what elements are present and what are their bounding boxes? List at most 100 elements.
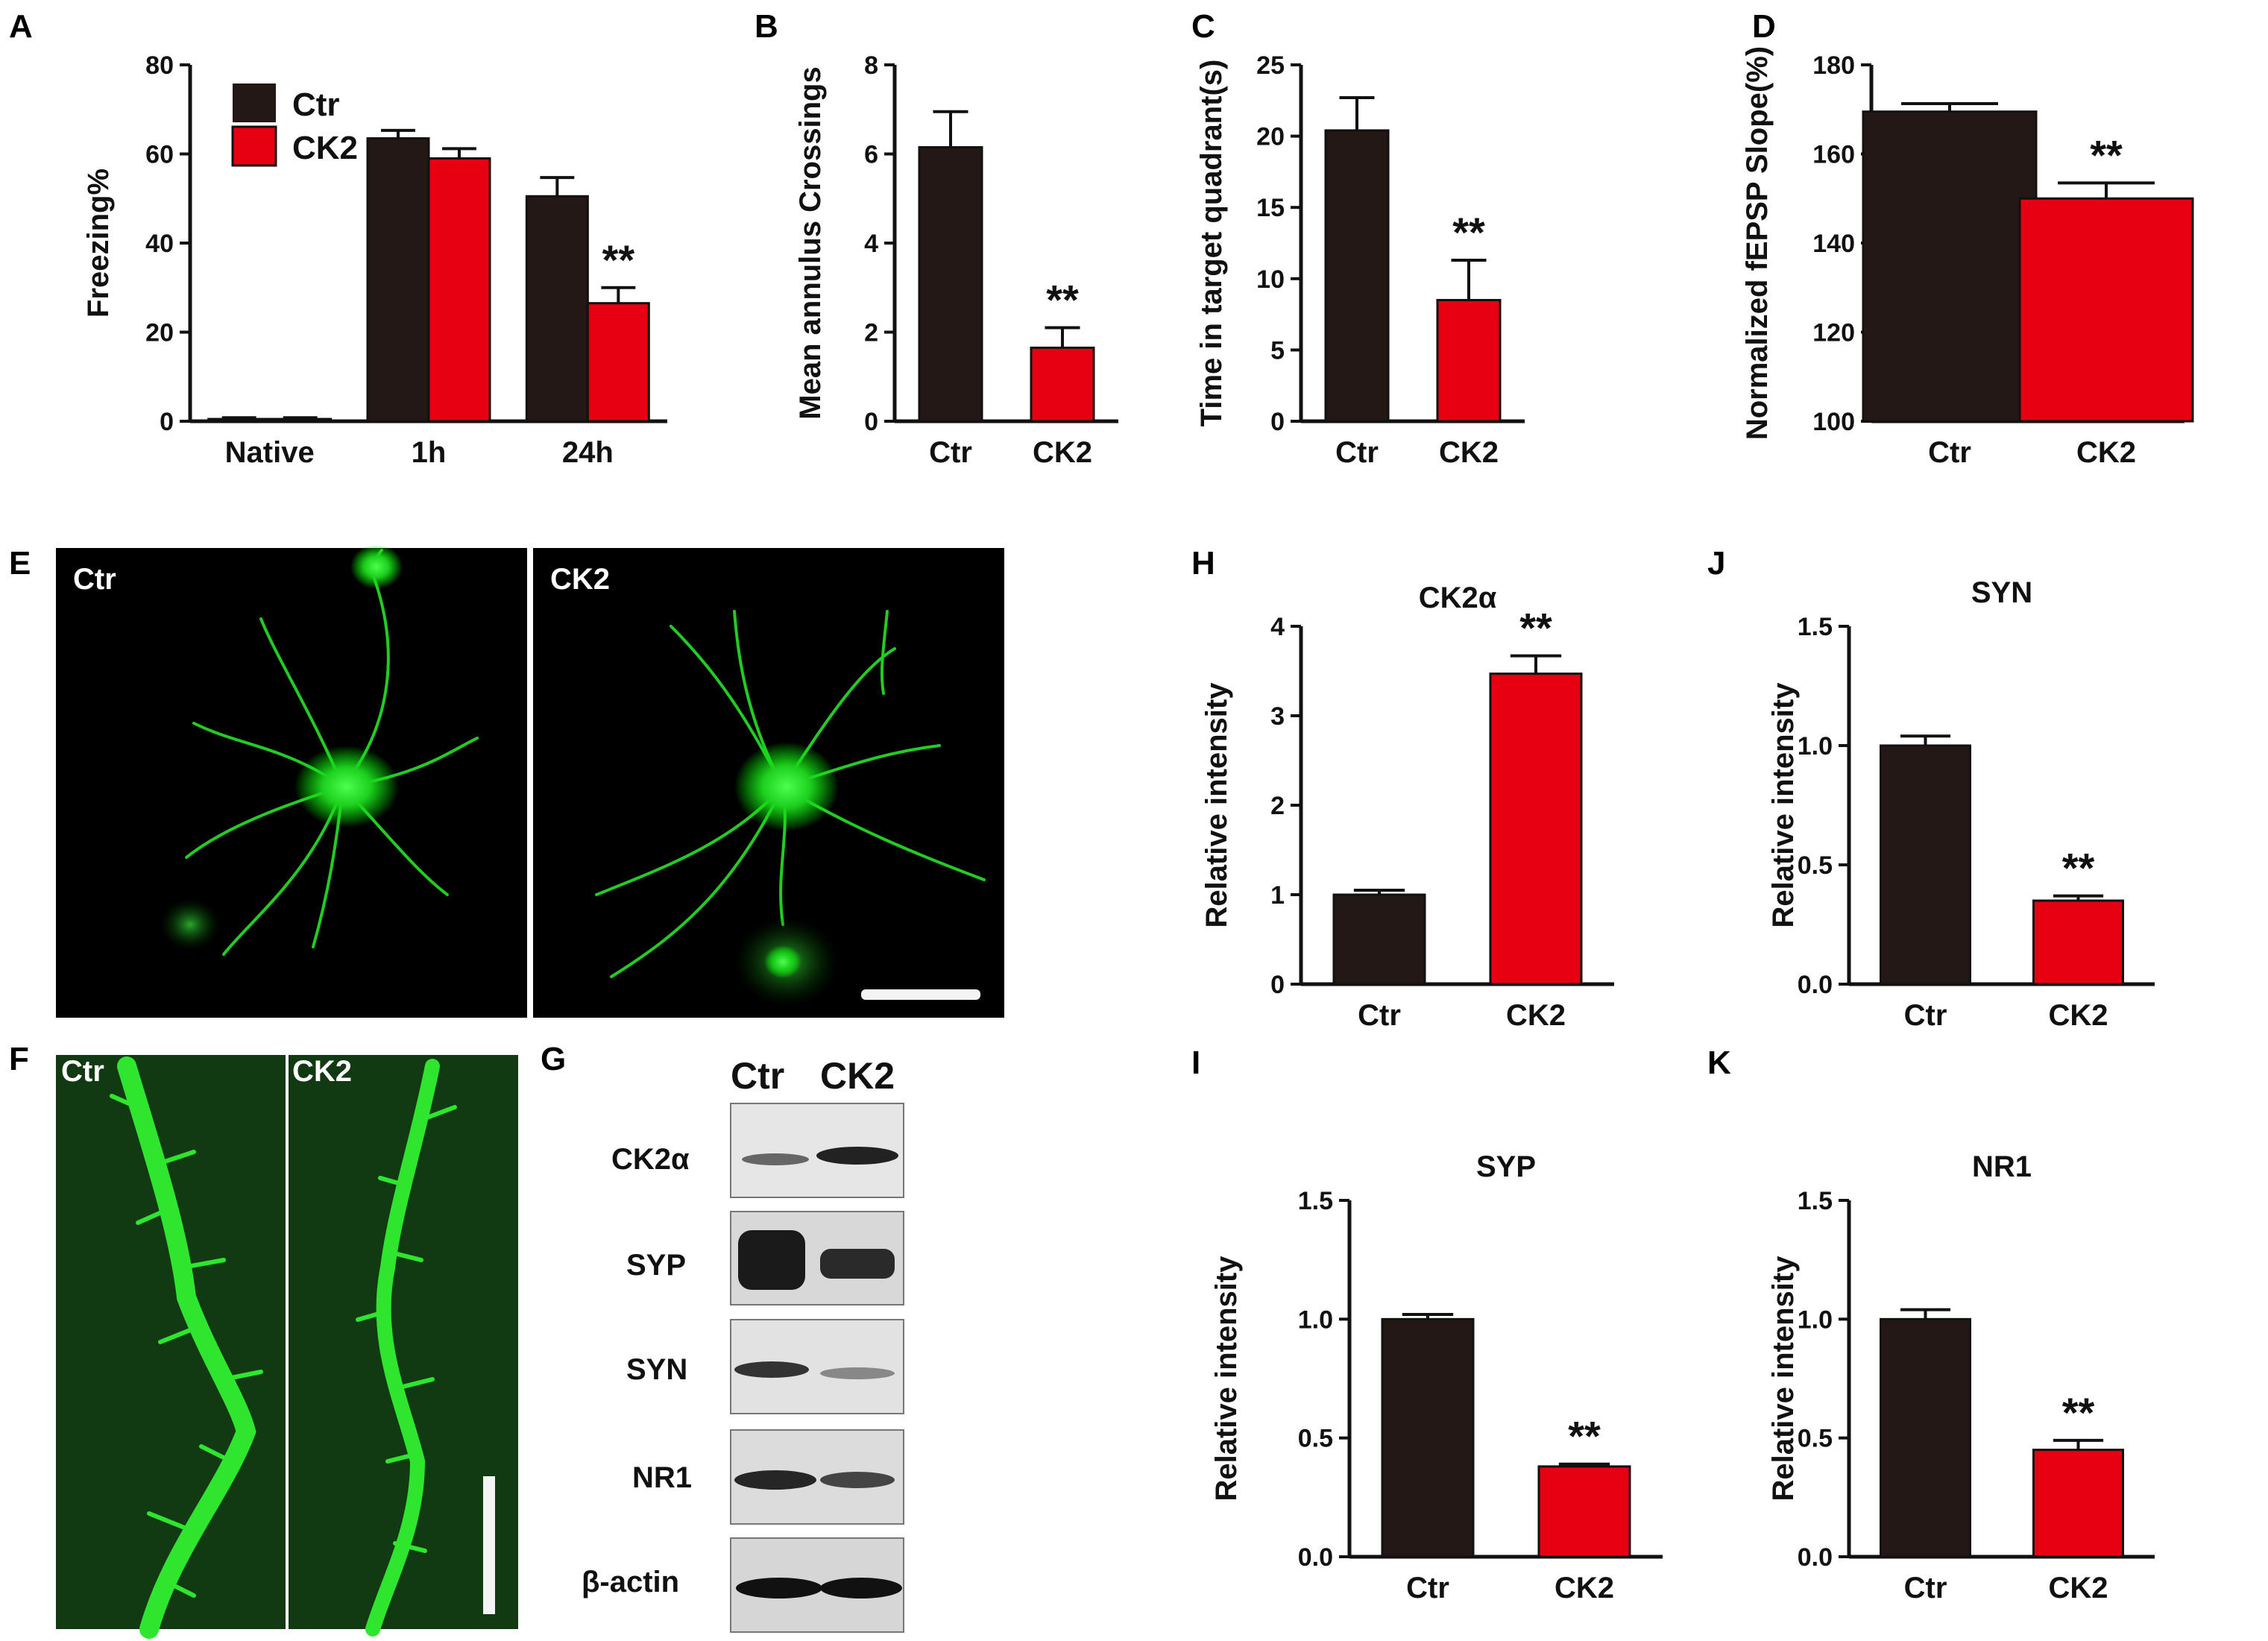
bar-a-0-1 xyxy=(268,418,333,423)
wb-col-ctr: Ctr xyxy=(731,1055,784,1097)
chart-title-k: NR1 xyxy=(1972,1150,2032,1183)
panel-label-i: I xyxy=(1191,1045,1200,1081)
micrograph-e-ck2: CK2 xyxy=(533,548,1004,1018)
legend-swatch-ck2 xyxy=(231,125,277,167)
y-tick-label-a-3: 60 xyxy=(145,141,174,169)
micrograph-e-ck2-label: CK2 xyxy=(550,563,610,596)
x-tick-label-b-0: Ctr xyxy=(929,436,972,469)
y-tick-label-a-4: 80 xyxy=(145,51,174,80)
y-tick-label-k-1: 0.5 xyxy=(1798,1425,1833,1453)
chart-j-syn-intensity: 0.0 0.5 1.0 1.5 Relative intensity SYN Ctr CK2 *… xyxy=(1767,576,2155,1032)
bar-a-1-0 xyxy=(366,137,430,423)
bar-a-0-0 xyxy=(207,418,271,423)
significance-b-0: ** xyxy=(1046,277,1079,324)
micrograph-f-ck2-label: CK2 xyxy=(292,1055,352,1088)
bar-c-1-0 xyxy=(1436,298,1502,423)
y-tick-label-b-3: 6 xyxy=(864,141,878,169)
y-tick-label-c-0: 0 xyxy=(1270,408,1285,436)
panel-label-h: H xyxy=(1191,545,1215,582)
y-tick-label-d-3: 160 xyxy=(1812,141,1855,169)
significance-h-0: ** xyxy=(1519,605,1552,652)
bar-h-0-0 xyxy=(1332,893,1426,986)
chart-h-ck2a-intensity: 0 1 2 3 4 Relative intensity CK2α Ctr CK2 ** xyxy=(1200,582,1614,1032)
x-tick-label-a-1: 1h xyxy=(412,436,447,469)
y-tick-label-h-3: 3 xyxy=(1270,702,1285,731)
bar-j-0-0 xyxy=(1880,744,1971,986)
panel-label-g: G xyxy=(541,1041,566,1077)
wb-label-ck2a: CK2α xyxy=(611,1143,690,1176)
x-tick-label-h-0: Ctr xyxy=(1358,999,1401,1032)
panel-label-b: B xyxy=(755,8,778,45)
x-tick-label-a-0: Native xyxy=(225,436,315,469)
x-tick-label-h-1: CK2 xyxy=(1506,999,1566,1032)
y-tick-label-j-0: 0.0 xyxy=(1798,971,1833,999)
wb-label-syn: SYN xyxy=(626,1353,687,1386)
panel-label-f: F xyxy=(9,1041,29,1077)
y-axis-label-a: Freezing% xyxy=(82,168,115,318)
y-tick-label-k-0: 0.0 xyxy=(1798,1543,1833,1572)
y-axis-label-k: Relative intensity xyxy=(1767,1256,1800,1502)
x-tick-label-a-2: 24h xyxy=(562,436,614,469)
bar-i-1-0 xyxy=(1537,1465,1631,1558)
chart-i-syp-intensity: 0.0 0.5 1.0 1.5 Relative intensity SYP Ctr CK2 *… xyxy=(1210,1150,1663,1604)
x-tick-label-b-1: CK2 xyxy=(1033,436,1092,469)
y-tick-label-c-3: 15 xyxy=(1256,194,1285,222)
y-tick-label-c-5: 25 xyxy=(1256,51,1285,80)
panel-label-e: E xyxy=(9,545,31,582)
panel-label-a: A xyxy=(9,8,33,45)
western-blot-g: Ctr CK2 CK2α SYP SYN NR1 β-actin xyxy=(582,1055,904,1633)
y-tick-label-a-2: 40 xyxy=(145,230,174,258)
x-tick-label-k-1: CK2 xyxy=(2048,1572,2108,1604)
y-tick-label-i-3: 1.5 xyxy=(1298,1187,1333,1215)
bar-a-1-1 xyxy=(427,157,491,423)
micrograph-f-ctr-label: Ctr xyxy=(61,1055,104,1088)
y-tick-label-i-1: 0.5 xyxy=(1298,1425,1333,1453)
micrograph-e-ctr-label: Ctr xyxy=(73,563,116,596)
wb-label-b-actin: β-actin xyxy=(582,1566,679,1599)
bar-b-1-0 xyxy=(1030,346,1095,423)
chart-k-nr1-intensity: 0.0 0.5 1.0 1.5 Relative intensity NR1 Ctr CK2 *… xyxy=(1767,1150,2155,1604)
bar-a-2-0 xyxy=(525,195,589,423)
significance-a-0: ** xyxy=(602,236,635,283)
y-tick-label-h-1: 1 xyxy=(1270,881,1285,910)
significance-c-0: ** xyxy=(1452,209,1485,256)
x-tick-label-k-0: Ctr xyxy=(1904,1572,1947,1604)
y-tick-label-b-2: 4 xyxy=(864,230,878,258)
y-tick-label-k-2: 1.0 xyxy=(1798,1305,1833,1334)
significance-k-0: ** xyxy=(2062,1389,2095,1436)
bar-d-1-0 xyxy=(2018,197,2194,423)
y-axis-label-c: Time in target quadrant(s) xyxy=(1195,60,1228,427)
y-tick-label-d-4: 180 xyxy=(1812,51,1855,80)
y-tick-label-i-2: 1.0 xyxy=(1298,1305,1333,1334)
micrograph-f-ck2: CK2 xyxy=(289,1055,518,1637)
scale-bar-f xyxy=(483,1476,495,1614)
y-tick-label-j-1: 0.5 xyxy=(1798,851,1833,880)
panel-label-k: K xyxy=(1707,1045,1731,1081)
y-tick-label-k-3: 1.5 xyxy=(1798,1187,1833,1215)
x-tick-label-i-1: CK2 xyxy=(1554,1572,1614,1604)
bar-b-0-0 xyxy=(918,146,983,423)
chart-b-annulus-crossings: 0 2 4 6 8 Mean annulus Crossings Ctr CK2 ** xyxy=(794,51,1118,469)
bar-d-0-0 xyxy=(1862,110,2038,423)
wb-label-nr1: NR1 xyxy=(632,1461,692,1494)
bar-k-1-0 xyxy=(2032,1449,2124,1558)
y-tick-label-b-4: 8 xyxy=(864,51,878,80)
y-tick-label-i-0: 0.0 xyxy=(1298,1543,1333,1572)
y-tick-label-h-4: 4 xyxy=(1270,613,1285,641)
y-tick-label-h-0: 0 xyxy=(1270,971,1285,999)
chart-d-fepsp-slope: 100 120 140 160 180 Normalized fEPSP Slope(%)… xyxy=(1741,46,2194,469)
micrograph-f-ctr: Ctr xyxy=(56,1055,286,1639)
legend-a: Ctr CK2 xyxy=(231,84,358,167)
bar-i-0-0 xyxy=(1381,1317,1475,1558)
panel-label-c: C xyxy=(1191,8,1215,45)
y-tick-label-d-1: 120 xyxy=(1812,319,1855,347)
y-tick-label-b-1: 2 xyxy=(864,319,878,347)
scale-bar-e xyxy=(861,989,980,1000)
y-tick-label-h-2: 2 xyxy=(1270,792,1285,820)
x-tick-label-c-1: CK2 xyxy=(1439,436,1499,469)
significance-d-0: ** xyxy=(2090,131,2123,178)
y-axis-label-i: Relative intensity xyxy=(1210,1256,1243,1502)
y-tick-label-d-2: 140 xyxy=(1812,230,1855,258)
x-tick-label-j-1: CK2 xyxy=(2048,999,2108,1032)
chart-a-freezing: 0 20 40 60 80 Freezing% Native 1h 24h ** xyxy=(82,51,667,469)
